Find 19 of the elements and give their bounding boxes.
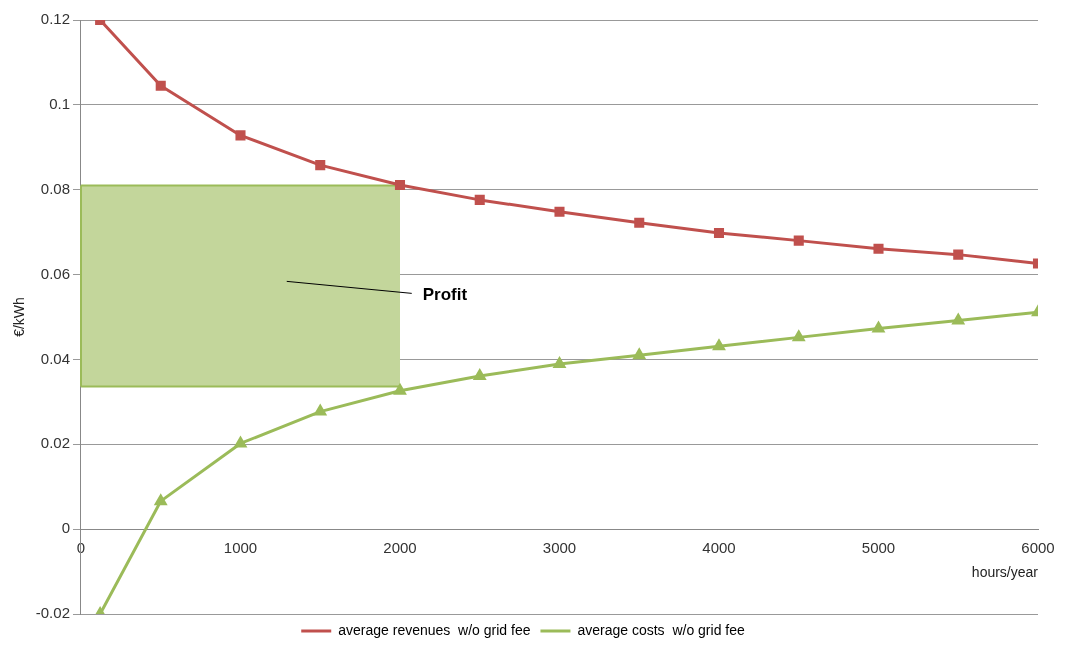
x-tick-label: 4000 [702, 539, 736, 557]
y-tick-label: 0.02 [40, 434, 70, 452]
y-axis-title: €/kWh [11, 297, 28, 337]
y-tick-label: 0.08 [40, 179, 70, 197]
x-tick-label: 2000 [383, 539, 417, 557]
y-tick-label: -0.02 [35, 604, 70, 622]
x-tick-label: 6000 [1021, 539, 1055, 557]
x-tick-label: 3000 [542, 539, 577, 557]
y-tick-label: 0.12 [40, 10, 70, 28]
y-tick-label: 0.1 [49, 95, 70, 112]
x-tick-label: 1000 [223, 539, 258, 557]
y-tick-label: 0.06 [40, 264, 70, 282]
x-axis-title: hours/year [971, 564, 1039, 581]
annotation: Profit [422, 285, 468, 305]
legend-label: average revenues w/o grid fee [338, 621, 531, 638]
y-tick-label: 0 [61, 519, 70, 537]
legend-label: average costs w/o grid fee [577, 621, 745, 638]
x-tick-label: 5000 [861, 539, 896, 557]
y-tick-label: 0.04 [40, 349, 70, 367]
